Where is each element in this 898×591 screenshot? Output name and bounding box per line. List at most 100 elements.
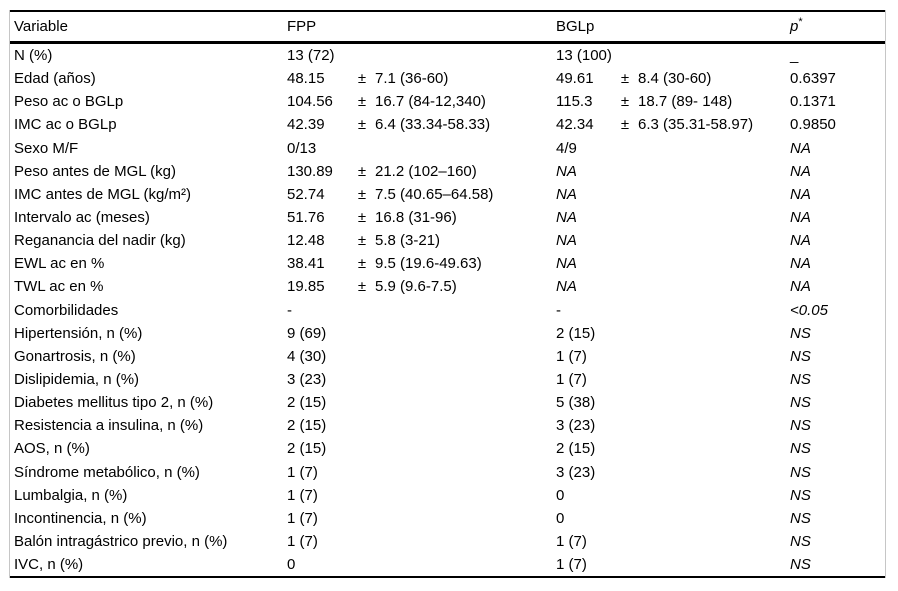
table-row: Diabetes mellitus tipo 2, n (%) 2 (15) 5 (… <box>10 391 885 414</box>
p-value: NA <box>790 139 811 157</box>
cell-fpp: 130.89 ±21.2 (102–160) <box>283 164 552 179</box>
variable-label: AOS, n (%) <box>14 440 90 458</box>
sd-range: 5.9 (9.6-7.5) <box>375 278 457 296</box>
p-value: NA <box>790 185 811 203</box>
mean-sd-range: 115.3 ±18.7 (89- 148) <box>556 94 786 109</box>
cell-bglp: NA <box>552 187 786 202</box>
value: 4 (30) <box>287 347 327 365</box>
plus-minus: ± <box>620 93 630 111</box>
table-row: TWL ac en % 19.85 ±5.9 (9.6-7.5) NA NA <box>10 275 885 298</box>
plus-minus: ± <box>620 70 630 88</box>
table-row: Intervalo ac (meses) 51.76 ±16.8 (31-96) NA… <box>10 206 885 229</box>
table-header-row: Variable FPP BGLp p* <box>10 10 885 44</box>
value: 2 (15) <box>287 440 327 458</box>
table-row: Incontinencia, n (%) 1 (7) 0 NS <box>10 507 885 530</box>
mean-sd-range: 12.48 ±5.8 (3-21) <box>287 233 552 248</box>
mean-sd-range: 51.76 ±16.8 (31-96) <box>287 210 552 225</box>
value: 1 (7) <box>287 463 318 481</box>
cell-fpp: 0 <box>283 557 552 572</box>
cell-fpp: 1 (7) <box>283 534 552 549</box>
cell-fpp: 52.74 ±7.5 (40.65–64.58) <box>283 187 552 202</box>
p-value: NA <box>790 232 811 250</box>
value: NA <box>556 278 577 296</box>
value: 1 (7) <box>556 556 587 574</box>
cell-fpp: 51.76 ±16.8 (31-96) <box>283 210 552 225</box>
sd-range: 16.8 (31-96) <box>375 209 457 227</box>
sd-range: 6.3 (35.31-58.97) <box>638 116 754 134</box>
cell-bglp: NA <box>552 279 786 294</box>
variable-label: Comorbilidades <box>14 301 119 319</box>
plus-minus: ± <box>357 278 367 296</box>
cell-fpp: 13 (72) <box>283 48 552 63</box>
variable-label: Resistencia a insulina, n (%) <box>14 417 204 435</box>
cell-bglp: 1 (7) <box>552 372 786 387</box>
cell-fpp: 2 (15) <box>283 441 552 456</box>
value: 0 <box>556 486 565 504</box>
cell-bglp: 1 (7) <box>552 534 786 549</box>
mean-sd-range: 42.39 ±6.4 (33.34-58.33) <box>287 117 552 132</box>
mean: 104.56 <box>287 93 333 111</box>
plus-minus: ± <box>357 116 367 134</box>
variable-label: IMC antes de MGL (kg/m²) <box>14 185 191 203</box>
value: 9 (69) <box>287 324 327 342</box>
mean: 19.85 <box>287 278 325 296</box>
cell-bglp: 1 (7) <box>552 557 786 572</box>
mean: 52.74 <box>287 185 325 203</box>
cell-fpp: 3 (23) <box>283 372 552 387</box>
cell-fpp: 9 (69) <box>283 326 552 341</box>
p-value: NA <box>790 278 811 296</box>
mean: 42.39 <box>287 116 325 134</box>
p-value: NS <box>790 509 811 527</box>
cell-fpp: 19.85 ±5.9 (9.6-7.5) <box>283 279 552 294</box>
mean: 12.48 <box>287 232 325 250</box>
value: 1 (7) <box>556 533 587 551</box>
table-row: IVC, n (%) 0 1 (7) NS <box>10 553 885 576</box>
cell-bglp: 4/9 <box>552 141 786 156</box>
sd-range: 8.4 (30-60) <box>638 70 712 88</box>
table-row: N (%) 13 (72) 13 (100) _ <box>10 44 885 67</box>
table-body: N (%) 13 (72) 13 (100) _ Edad (años) 48.15 ±7.… <box>10 44 885 579</box>
value: NA <box>556 232 577 250</box>
mean-sd-range: 19.85 ±5.9 (9.6-7.5) <box>287 279 552 294</box>
variable-label: IVC, n (%) <box>14 556 84 574</box>
table-row: Comorbilidades - - <0.05 <box>10 299 885 322</box>
cell-bglp: 115.3 ±18.7 (89- 148) <box>552 94 786 109</box>
variable-label: Balón intragástrico previo, n (%) <box>14 533 228 551</box>
variable-label: Intervalo ac (meses) <box>14 209 150 227</box>
cell-bglp: NA <box>552 164 786 179</box>
mean-sd-range: 42.34 ±6.3 (35.31-58.97) <box>556 117 786 132</box>
variable-label: Lumbalgia, n (%) <box>14 486 128 504</box>
value: 0 <box>556 509 565 527</box>
variable-label: Edad (años) <box>14 70 96 88</box>
p-value: NS <box>790 533 811 551</box>
p-value: <0.05 <box>790 301 828 319</box>
p-value: NS <box>790 347 811 365</box>
cell-bglp: 3 (23) <box>552 418 786 433</box>
table-row: IMC antes de MGL (kg/m²) 52.74 ±7.5 (40.65… <box>10 183 885 206</box>
value: 13 (72) <box>287 47 335 65</box>
cell-fpp: 0/13 <box>283 141 552 156</box>
mean-sd-range: 49.61 ±8.4 (30-60) <box>556 71 786 86</box>
variable-label: Peso antes de MGL (kg) <box>14 162 177 180</box>
value: 2 (15) <box>287 417 327 435</box>
cell-fpp: 1 (7) <box>283 465 552 480</box>
sd-range: 7.5 (40.65–64.58) <box>375 185 494 203</box>
variable-label: IMC ac o BGLp <box>14 116 117 134</box>
p-value: NA <box>790 255 811 273</box>
p-value: NS <box>790 463 811 481</box>
mean-sd-range: 130.89 ±21.2 (102–160) <box>287 164 552 179</box>
cell-bglp: NA <box>552 233 786 248</box>
table-row: Balón intragástrico previo, n (%) 1 (7) 1 … <box>10 530 885 553</box>
p-value: NA <box>790 162 811 180</box>
cell-bglp: NA <box>552 256 786 271</box>
mean: 115.3 <box>556 93 593 111</box>
p-value: NS <box>790 556 811 574</box>
value: 13 (100) <box>556 47 612 65</box>
cell-fpp: 2 (15) <box>283 395 552 410</box>
column-header-p: p* <box>786 17 885 35</box>
cell-bglp: 0 <box>552 488 786 503</box>
p-value: 0.6397 <box>790 70 836 88</box>
plus-minus: ± <box>357 255 367 273</box>
value: 3 (23) <box>556 417 596 435</box>
value: 1 (7) <box>556 347 587 365</box>
